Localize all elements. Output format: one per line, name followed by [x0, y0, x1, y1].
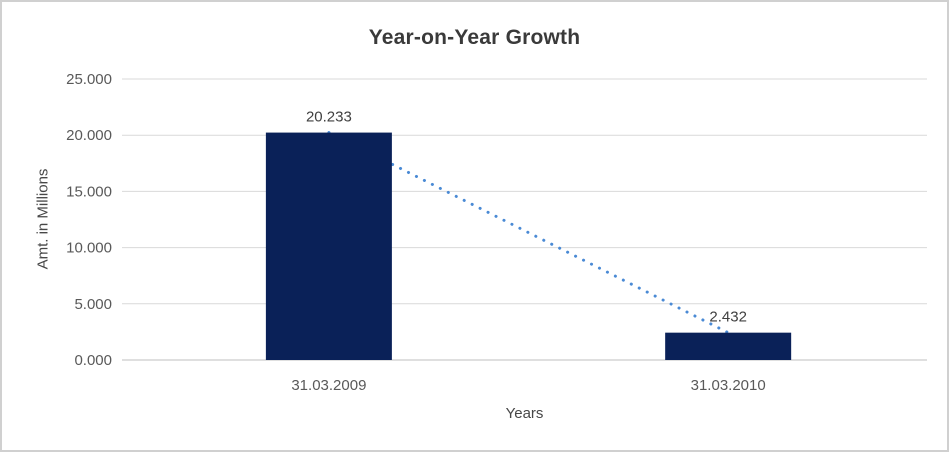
chart-title: Year-on-Year Growth	[368, 26, 581, 49]
bar[interactable]	[265, 132, 392, 360]
trendline[interactable]	[327, 131, 730, 335]
y-tick-label: 10.000	[66, 240, 112, 257]
x-tick-label: 31.03.2010	[691, 377, 766, 394]
y-tick-label: 25.000	[66, 71, 112, 88]
y-tick-label: 15.000	[66, 183, 112, 200]
y-tick-label: 0.000	[74, 352, 112, 369]
y-tick-label: 20.000	[66, 127, 112, 144]
x-axis-title: Years	[505, 405, 544, 422]
data-label: 2.432	[709, 309, 747, 326]
x-tick-label: 31.03.2009	[291, 377, 366, 394]
bar[interactable]	[665, 332, 792, 360]
data-label: 20.233	[306, 109, 352, 126]
y-tick-label: 5.000	[74, 296, 112, 313]
